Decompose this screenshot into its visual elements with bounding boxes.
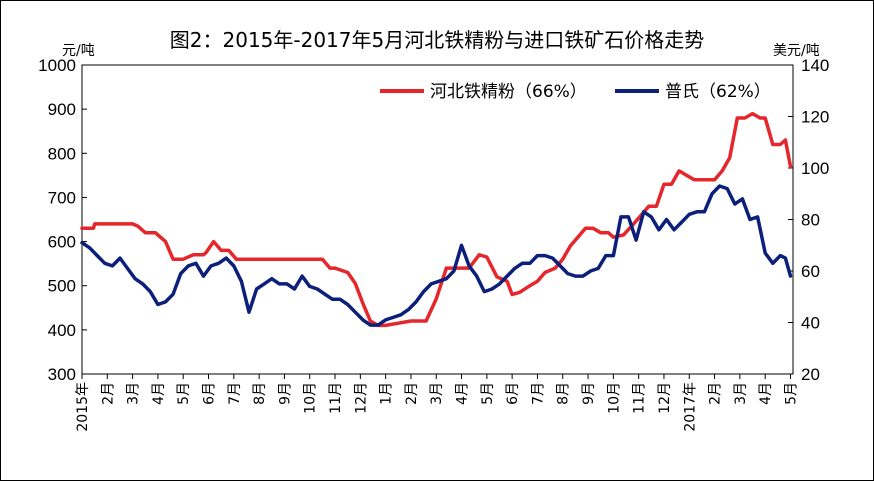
legend-label: 河北铁精粉（66%） bbox=[430, 82, 587, 102]
x-axis-tick-label: 3月 bbox=[733, 382, 749, 405]
right-axis-tick-label: 80 bbox=[801, 211, 820, 230]
series-line-platts bbox=[80, 184, 793, 327]
x-axis-tick-label: 8月 bbox=[252, 382, 268, 405]
right-axis-tick-label: 120 bbox=[801, 108, 829, 127]
x-axis-tick-label: 2月 bbox=[708, 382, 724, 405]
x-axis-tick-label: 5月 bbox=[783, 382, 799, 405]
right-axis-tick-label: 60 bbox=[801, 262, 820, 281]
x-axis-tick-label: 4月 bbox=[151, 382, 167, 405]
x-axis-tick-label: 12月 bbox=[353, 382, 369, 414]
x-axis-tick-label: 2017年 bbox=[682, 382, 698, 432]
x-axis-tick-label: 5月 bbox=[176, 382, 192, 405]
x-axis-tick-label: 8月 bbox=[556, 382, 572, 405]
x-axis-tick-label: 5月 bbox=[480, 382, 496, 405]
x-axis-tick-label: 10月 bbox=[303, 382, 319, 414]
left-axis-unit: 元/吨 bbox=[62, 43, 95, 59]
x-axis-tick-label: 11月 bbox=[328, 382, 344, 414]
x-axis-tick-label: 9月 bbox=[581, 382, 597, 405]
x-axis-tick-label: 4月 bbox=[455, 382, 471, 405]
x-axis-tick-label: 7月 bbox=[530, 382, 546, 405]
x-axis-tick-label: 2015年 bbox=[75, 382, 91, 432]
x-axis-tick-label: 3月 bbox=[429, 382, 445, 405]
left-axis-tick-label: 300 bbox=[48, 365, 76, 384]
x-axis-tick-label: 9月 bbox=[277, 382, 293, 405]
left-axis-tick-label: 900 bbox=[48, 100, 76, 119]
series-line-hebei bbox=[80, 111, 793, 328]
right-axis-tick-label: 20 bbox=[801, 365, 820, 384]
right-axis-tick-label: 40 bbox=[801, 314, 820, 333]
legend-label: 普氏（62%） bbox=[665, 82, 771, 102]
left-axis-tick-label: 600 bbox=[48, 233, 76, 252]
left-axis-tick-label: 500 bbox=[48, 277, 76, 296]
left-axis-tick-label: 400 bbox=[48, 321, 76, 340]
left-axis-tick-label: 700 bbox=[48, 188, 76, 207]
right-axis-unit: 美元/吨 bbox=[773, 43, 820, 59]
x-axis-tick-label: 11月 bbox=[632, 382, 648, 414]
x-axis-tick-label: 10月 bbox=[606, 382, 622, 414]
right-axis-tick-label: 100 bbox=[801, 159, 829, 178]
right-axis-tick-label: 140 bbox=[801, 56, 829, 75]
x-axis-tick-label: 2月 bbox=[100, 382, 116, 405]
x-axis-tick-label: 12月 bbox=[657, 382, 673, 414]
x-axis-tick-label: 2月 bbox=[404, 382, 420, 405]
x-axis-tick-label: 1月 bbox=[379, 382, 395, 405]
x-axis-tick-label: 4月 bbox=[758, 382, 774, 405]
x-axis-tick-label: 6月 bbox=[202, 382, 218, 405]
left-axis-tick-label: 800 bbox=[48, 144, 76, 163]
left-axis-tick-label: 1000 bbox=[38, 56, 76, 75]
chart-title: 图2：2015年-2017年5月河北铁精粉与进口铁矿石价格走势 bbox=[169, 28, 705, 52]
x-axis-tick-label: 3月 bbox=[126, 382, 142, 405]
x-axis-tick-label: 6月 bbox=[505, 382, 521, 405]
x-axis-tick-label: 7月 bbox=[227, 382, 243, 405]
